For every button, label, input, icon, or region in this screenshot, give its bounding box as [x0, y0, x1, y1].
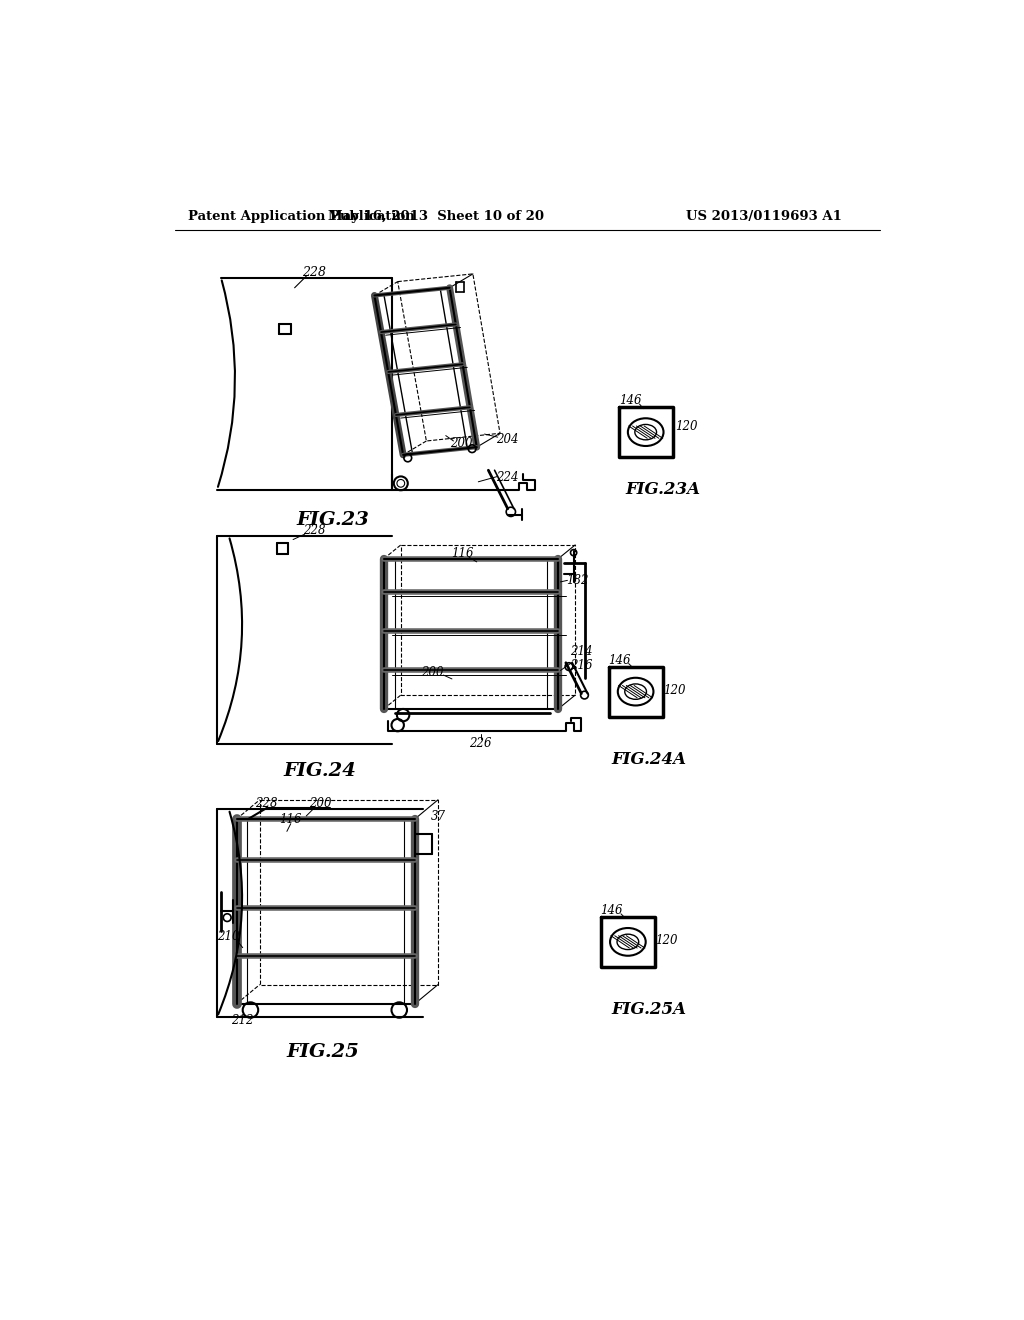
Text: 116: 116 — [452, 546, 474, 560]
Text: 224: 224 — [497, 471, 519, 484]
Text: 226: 226 — [469, 737, 492, 750]
Text: 37: 37 — [430, 810, 445, 824]
Text: 200: 200 — [421, 667, 443, 680]
Text: 228: 228 — [255, 797, 278, 810]
Text: 228: 228 — [302, 265, 326, 279]
Text: 116: 116 — [280, 813, 302, 825]
Text: May 16, 2013  Sheet 10 of 20: May 16, 2013 Sheet 10 of 20 — [329, 210, 545, 223]
Text: FIG.24: FIG.24 — [284, 762, 356, 780]
Text: FIG.23A: FIG.23A — [626, 480, 700, 498]
Text: Patent Application Publication: Patent Application Publication — [188, 210, 415, 223]
Text: 216: 216 — [570, 659, 593, 672]
Text: FIG.25: FIG.25 — [287, 1043, 359, 1060]
Text: 146: 146 — [608, 653, 631, 667]
Text: 146: 146 — [618, 395, 641, 408]
Text: FIG.23: FIG.23 — [297, 511, 370, 529]
Text: 214: 214 — [570, 644, 593, 657]
Text: 146: 146 — [600, 904, 623, 917]
Text: 200: 200 — [450, 437, 472, 450]
Text: US 2013/0119693 A1: US 2013/0119693 A1 — [686, 210, 842, 223]
Text: FIG.24A: FIG.24A — [611, 751, 686, 767]
Text: 120: 120 — [655, 935, 678, 948]
Text: 200: 200 — [309, 797, 332, 810]
Text: 120: 120 — [675, 420, 697, 433]
Text: FIG.25A: FIG.25A — [611, 1001, 686, 1018]
Text: 212: 212 — [231, 1014, 254, 1027]
Text: 204: 204 — [497, 433, 519, 446]
Text: 228: 228 — [303, 524, 326, 537]
Text: 210: 210 — [217, 929, 240, 942]
Text: 120: 120 — [664, 684, 686, 697]
Text: 182: 182 — [566, 574, 589, 587]
